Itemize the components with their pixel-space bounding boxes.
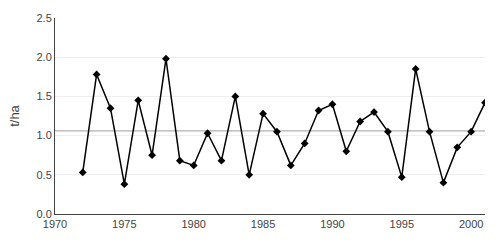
svg-text:0.5: 0.5 (37, 169, 52, 181)
svg-text:t/ha: t/ha (7, 104, 22, 126)
svg-text:1.5: 1.5 (37, 90, 52, 102)
svg-text:1995: 1995 (390, 218, 414, 230)
svg-text:2.5: 2.5 (37, 12, 52, 24)
svg-text:2.0: 2.0 (37, 51, 52, 63)
svg-text:1985: 1985 (251, 218, 275, 230)
svg-text:1980: 1980 (181, 218, 205, 230)
svg-text:1970: 1970 (43, 218, 67, 230)
svg-text:2000: 2000 (459, 218, 483, 230)
svg-text:1975: 1975 (112, 218, 136, 230)
svg-text:0.0: 0.0 (37, 208, 52, 220)
svg-text:1990: 1990 (320, 218, 344, 230)
svg-text:1.0: 1.0 (37, 129, 52, 141)
